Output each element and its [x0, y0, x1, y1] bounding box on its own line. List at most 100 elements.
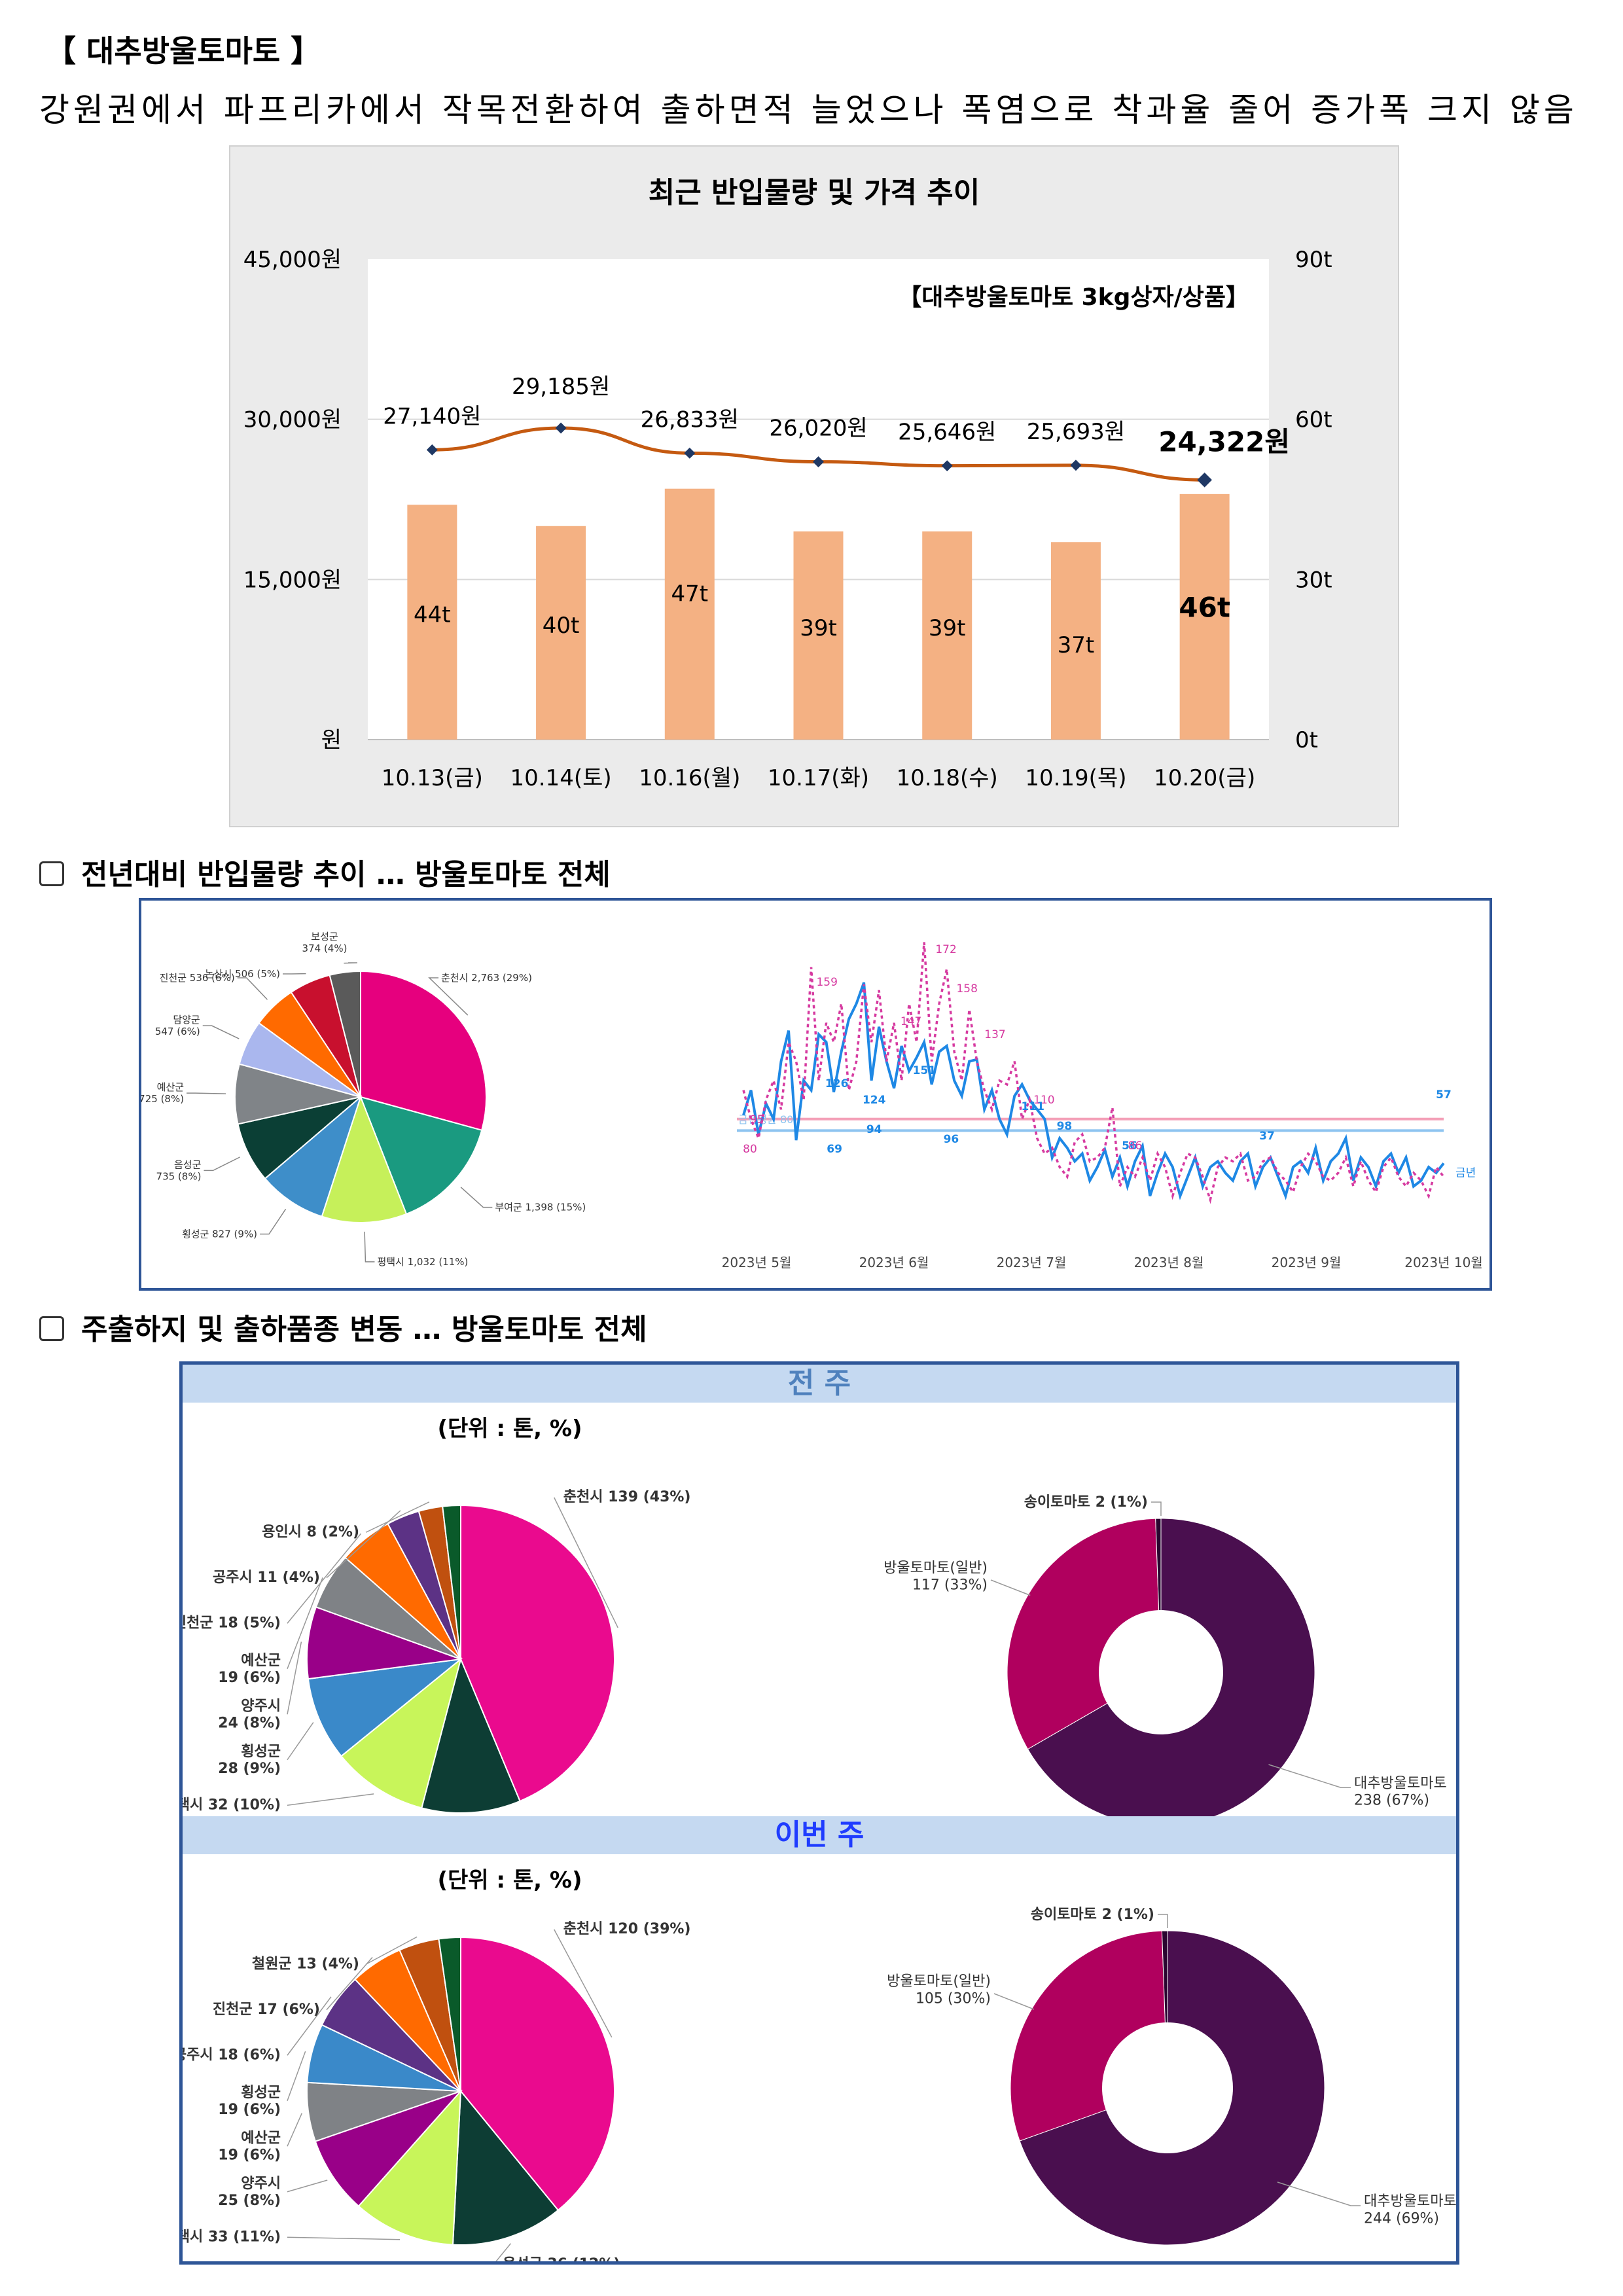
price-marker: [813, 456, 824, 468]
price-marker: [426, 444, 438, 456]
pie-label: 374 (4%): [302, 942, 348, 954]
leader-line: [460, 1187, 493, 1208]
pie-label: 예산군: [241, 2130, 281, 2146]
chart-title: 최근 반입물량 및 가격 추이: [649, 176, 980, 209]
page-title: 【 대추방울토마토 】: [46, 33, 321, 69]
volume-label: 39t: [929, 615, 966, 641]
last-year-peak-label: 159: [816, 976, 837, 989]
checkbox-icon: [39, 861, 64, 886]
pie-label: 예산군: [157, 1081, 185, 1093]
prev-week-variety-donut: 대추방울토마토 238 (67%) 방울토마토(일반)117 (33%) 송이토마토 …: [883, 1494, 1447, 1823]
volume-bar: [922, 531, 972, 740]
y-right-tick-label: 90t: [1295, 247, 1332, 273]
pie-label: 횡성군: [241, 2085, 281, 2101]
pie-label: 횡성군 827 (9%): [182, 1229, 257, 1240]
pie-slice: [442, 1504, 461, 1660]
last-year-peak-label: 137: [984, 1028, 1005, 1041]
donut-label: 송이토마토 2 (1%): [1031, 1907, 1154, 1923]
last-year-peak-label: 158: [956, 982, 977, 996]
reference-label: 금년평균 80: [738, 1113, 793, 1126]
price-label: 24,322원: [1158, 425, 1290, 457]
checkbox-icon: [39, 1316, 64, 1341]
yoy-line-chart: 금년평균 80 2023년 5월 2023년 6월 2023년 7월 2023년 8월 2…: [722, 942, 1483, 1270]
pie-label: 횡성군: [241, 1744, 281, 1760]
pie-label: 25 (8%): [218, 2193, 281, 2209]
y-left-tick-label: 15,000원: [243, 567, 342, 593]
donut-label: 방울토마토(일반): [883, 1560, 988, 1576]
pie-label: 양주시: [241, 1698, 281, 1714]
pie-label: 19 (6%): [218, 2102, 281, 2118]
leader-line: [287, 1722, 314, 1761]
leader-line: [364, 1231, 375, 1263]
leader-line: [202, 1025, 240, 1039]
price-marker: [941, 460, 953, 472]
pie-slice: [460, 1936, 615, 2212]
leader-line: [554, 1929, 613, 2037]
price-marker: [1197, 472, 1212, 488]
donut-label: 238 (67%): [1354, 1793, 1429, 1809]
this-year-peak-label: 94: [866, 1123, 882, 1136]
pie-label: 진천군 18 (5%): [183, 1615, 281, 1631]
pie-slice: [306, 1606, 461, 1680]
price-label: 25,646원: [898, 420, 996, 446]
pie-slice: [452, 2089, 560, 2246]
leader-line: [287, 1533, 362, 1624]
pie-label: 평택시 33 (11%): [183, 2229, 281, 2245]
leader-line: [287, 1641, 302, 1715]
donut-hole: [1099, 1610, 1223, 1734]
donut-label: 대추방울토마토: [1364, 2193, 1456, 2210]
x-tick-label: 2023년 8월: [1134, 1255, 1204, 1270]
pie-label: 진천군 536 (6%): [160, 972, 235, 984]
x-tick-label: 2023년 6월: [859, 1255, 929, 1270]
pie-slice: [438, 1936, 461, 2092]
pie-label: 547 (6%): [155, 1026, 200, 1037]
last-year-peak-label: 147: [901, 1015, 921, 1028]
this-year-peak-label: 96: [944, 1133, 959, 1146]
this-year-peak-label: 111: [1022, 1100, 1045, 1113]
this-year-peak-label: 126: [825, 1077, 849, 1090]
section-heading-origin-text: 주출하지 및 출하품종 변동 … 방울토마토 전체: [81, 1313, 647, 1346]
this-week-origin-pie: 춘천시 120 (39%) 음성군 36 (12%) 평택시 33 (11%) 양주시…: [183, 1921, 691, 2261]
last-year-peak-label: 95: [750, 1113, 764, 1126]
section-heading-origin: 주출하지 및 출하품종 변동 … 방울토마토 전체: [39, 1306, 647, 1348]
pie-label: 춘천시 2,763 (29%): [441, 972, 532, 984]
price-volume-chart-panel: 최근 반입물량 및 가격 추이 45,000원 30,000원 15,000원 원 90t…: [229, 145, 1399, 827]
pie-slice: [314, 2089, 463, 2208]
price-label: 25,693원: [1027, 419, 1125, 445]
pie-slice: [460, 1504, 615, 1803]
section-heading-yoy-text: 전년대비 반입물량 추이 … 방울토마토 전체: [81, 858, 611, 891]
leader-line: [287, 2113, 303, 2147]
origin-pie-chart: 춘천시 2,763 (29%) 부여군 1,398 (15%) 평택시 1,032 …: [141, 931, 586, 1268]
volume-label: 37t: [1058, 632, 1095, 658]
y-right-tick-label: 30t: [1295, 567, 1332, 593]
pie-slice: [359, 1096, 483, 1215]
x-tick-label: 10.20(금): [1154, 765, 1255, 791]
pie-slice: [234, 1063, 361, 1125]
pie-label: 춘천시 120 (39%): [563, 1921, 691, 1937]
pie-label: 진천군 17 (6%): [213, 2001, 320, 2018]
volume-bar: [793, 531, 844, 740]
pie-label: 보성군: [311, 931, 338, 942]
this-week-unit: (단위 : 톤, %): [437, 1867, 582, 1893]
leader-line: [993, 1993, 1035, 2010]
leader-line: [204, 1157, 240, 1172]
prev-week-unit: (단위 : 톤, %): [437, 1416, 582, 1442]
volume-bar: [536, 526, 586, 740]
pie-label: 논산시 506 (5%): [205, 968, 280, 980]
pie-label: 부여군 1,398 (15%): [495, 1202, 586, 1213]
price-label: 26,833원: [641, 406, 739, 433]
volume-label: 44t: [414, 602, 451, 628]
pie-label: 공주시 18 (6%): [183, 2047, 281, 2063]
pie-slice: [264, 1094, 363, 1217]
pie-slice: [321, 1095, 408, 1223]
pie-label: 예산군: [241, 1653, 281, 1669]
donut-label: 117 (33%): [912, 1577, 988, 1594]
last-year-peak-label: 110: [1033, 1094, 1054, 1107]
panel-prev-week-band: 전 주: [183, 1365, 1456, 1403]
leader-line: [1158, 1914, 1168, 1928]
leader-line: [287, 2179, 328, 2193]
volume-label: 46t: [1179, 591, 1230, 623]
pie-label: 725 (8%): [141, 1093, 184, 1105]
x-tick-label: 10.16(월): [639, 765, 740, 791]
this-year-peak-label: 98: [1057, 1120, 1073, 1133]
